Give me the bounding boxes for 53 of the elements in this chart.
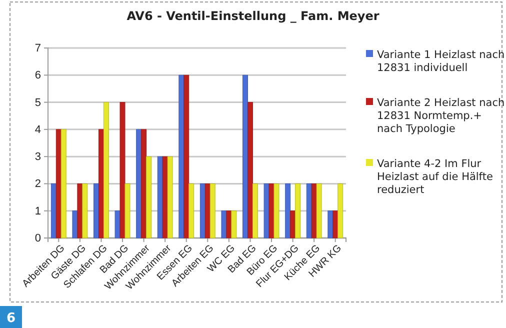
bar (226, 210, 232, 238)
bar (338, 183, 344, 238)
bar (167, 156, 173, 238)
y-tick-label: 5 (34, 96, 41, 109)
bar (295, 183, 300, 238)
bar (200, 183, 206, 238)
bar (221, 210, 227, 238)
bar (290, 210, 296, 238)
bar (72, 210, 78, 238)
y-tick-label: 6 (34, 70, 41, 82)
bar (274, 183, 280, 238)
y-tick-label: 2 (34, 178, 41, 190)
bar (264, 183, 270, 238)
bar (231, 210, 237, 238)
bar (188, 183, 194, 238)
text: 6 (6, 311, 16, 326)
chart-title: AV6 - Ventil-Einstellung _ Fam. Meyer (126, 9, 380, 23)
bar (94, 183, 99, 238)
bar (242, 74, 248, 238)
bar (204, 183, 210, 238)
bar (77, 183, 83, 238)
bar (60, 129, 66, 238)
bar (268, 183, 274, 238)
bar (136, 129, 142, 238)
bar (285, 183, 291, 238)
bar (332, 210, 338, 238)
bar (178, 74, 184, 238)
y-tick-label: 4 (34, 124, 41, 136)
bar (146, 156, 152, 238)
bar (82, 183, 88, 238)
bar (141, 129, 147, 238)
bar (184, 74, 190, 238)
bar (120, 102, 126, 238)
bar (103, 102, 109, 238)
legend-label: Variante 2 Heizlast nach 12831 Normtemp.+ nach Typologie (377, 97, 505, 135)
bar (328, 210, 334, 238)
bar (124, 183, 130, 238)
bar (316, 183, 322, 238)
legend-label: Variante 4-2 Im Flur Heizlast auf die Hälfte reduziert (377, 158, 493, 196)
bar (56, 129, 62, 238)
bar (157, 156, 163, 238)
bar (306, 183, 312, 238)
bar (114, 210, 120, 238)
y-tick-label: 1 (34, 205, 41, 218)
bar (98, 129, 104, 238)
legend-label: Variante 1 Heizlast nach 12831 individuell (377, 49, 505, 74)
bar (210, 183, 216, 238)
bar (50, 183, 56, 238)
bar (252, 183, 258, 238)
y-tick-label: 3 (34, 151, 41, 164)
bar (247, 102, 253, 238)
y-tick-label: 0 (34, 232, 41, 245)
y-tick-label: 7 (34, 42, 41, 55)
